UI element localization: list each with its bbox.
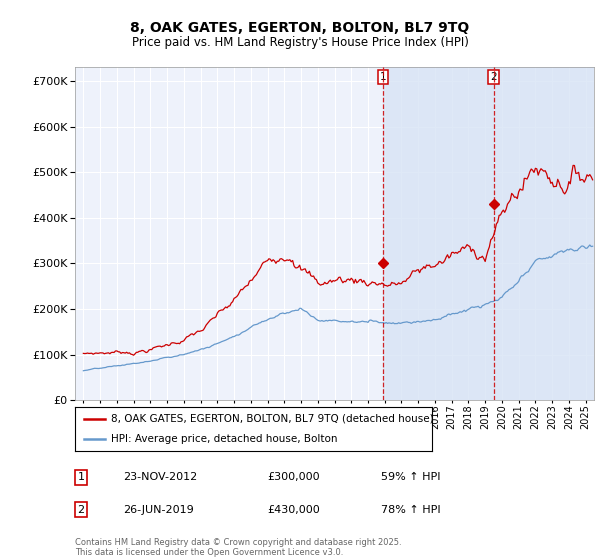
Text: 59% ↑ HPI: 59% ↑ HPI: [381, 472, 440, 482]
Bar: [494, 67, 594, 400]
Text: 8, OAK GATES, EGERTON, BOLTON, BL7 9TQ (detached house): 8, OAK GATES, EGERTON, BOLTON, BL7 9TQ (…: [111, 414, 433, 424]
Text: Contains HM Land Registry data © Crown copyright and database right 2025.
This d: Contains HM Land Registry data © Crown c…: [75, 538, 401, 557]
Text: 8, OAK GATES, EGERTON, BOLTON, BL7 9TQ: 8, OAK GATES, EGERTON, BOLTON, BL7 9TQ: [130, 21, 470, 35]
Text: 2: 2: [490, 72, 497, 82]
Text: 1: 1: [77, 472, 85, 482]
Text: 23-NOV-2012: 23-NOV-2012: [123, 472, 197, 482]
Text: £300,000: £300,000: [267, 472, 320, 482]
Bar: [383, 67, 494, 400]
Text: 2: 2: [77, 505, 85, 515]
Text: HPI: Average price, detached house, Bolton: HPI: Average price, detached house, Bolt…: [111, 434, 337, 444]
Text: 78% ↑ HPI: 78% ↑ HPI: [381, 505, 440, 515]
Text: Price paid vs. HM Land Registry's House Price Index (HPI): Price paid vs. HM Land Registry's House …: [131, 36, 469, 49]
Text: £430,000: £430,000: [267, 505, 320, 515]
Text: 26-JUN-2019: 26-JUN-2019: [123, 505, 194, 515]
Text: 1: 1: [380, 72, 386, 82]
